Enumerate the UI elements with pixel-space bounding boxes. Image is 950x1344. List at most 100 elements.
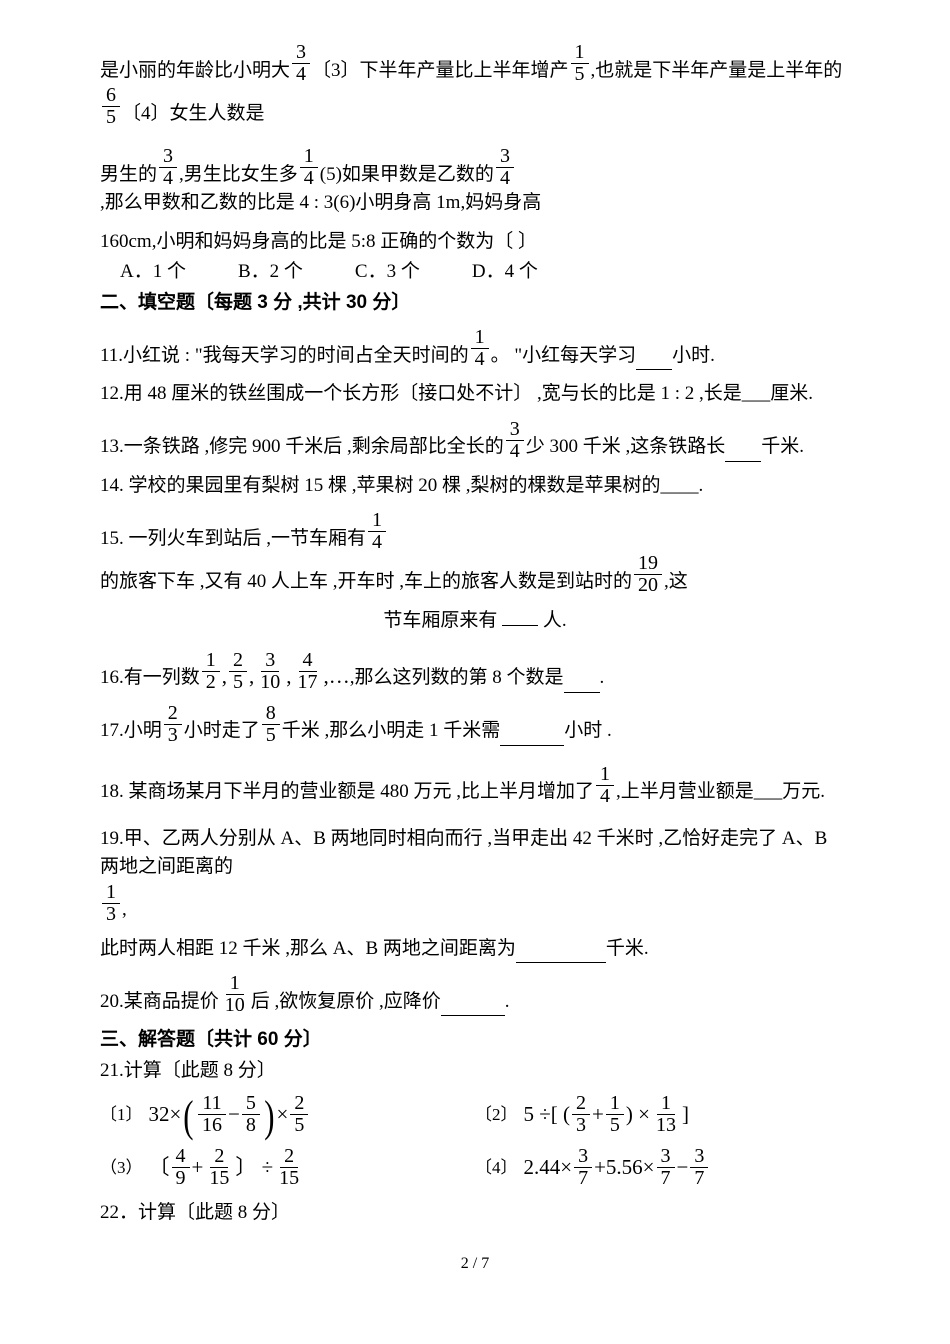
text: 11.小红说 : "我每天学习的时间占全天时间的 xyxy=(100,342,469,371)
text: 〔 xyxy=(149,1152,170,1184)
text: 千米. xyxy=(761,433,804,462)
text: 160cm,小明和妈妈身高的比是 5:8 正确的个数为〔 〕 xyxy=(100,228,537,257)
label: 〔2〕 xyxy=(475,1102,518,1128)
text: 小时走了 xyxy=(184,717,260,746)
text: 〕 ÷ xyxy=(235,1152,273,1184)
op: − xyxy=(228,1099,240,1131)
text: ,男生比女生多 xyxy=(179,161,298,190)
q14: 14. 学校的果园里有梨树 15 棵 ,苹果树 20 棵 ,梨树的棵数是苹果树的… xyxy=(100,472,850,501)
text: 20.某商品提价 xyxy=(100,988,219,1017)
fraction: 110 xyxy=(221,973,249,1016)
text: 。 "小红每天学习 xyxy=(491,342,637,371)
frag-line-2: 男生的 34 ,男生比女生多 14 (5)如果甲数是乙数的 34 ,那么甲数和乙… xyxy=(100,146,850,218)
fraction: 13 xyxy=(102,882,120,925)
fraction: 65 xyxy=(102,85,120,128)
heading: 二、填空题〔每题 3 分 ,共计 30 分〕 xyxy=(100,289,410,318)
fraction: 37 xyxy=(657,1146,675,1189)
blank xyxy=(564,673,600,693)
text: (5)如果甲数是乙数的 xyxy=(320,161,494,190)
label: （3） xyxy=(100,1155,143,1181)
text: 17.小明 xyxy=(100,717,162,746)
text: 5 ÷[ ( xyxy=(524,1099,571,1131)
fraction: 14 xyxy=(300,146,318,189)
fraction: 417 xyxy=(294,650,322,693)
page: 是小丽的年龄比小明大 34 〔3〕下半年产量比上半年增产 15 ,也就是下半年产… xyxy=(0,0,950,1296)
blank xyxy=(500,726,564,746)
text: . xyxy=(600,664,605,693)
fraction: 34 xyxy=(506,419,524,462)
text: ,那么甲数和乙数的比是 4 : 3(6)小明身高 1m,妈妈身高 xyxy=(100,189,541,218)
text: 小时. xyxy=(672,342,715,371)
text: 是小丽的年龄比小明大 xyxy=(100,57,290,86)
paren-left: ( xyxy=(184,1097,194,1137)
fraction: 14 xyxy=(596,764,614,807)
fraction: 15 xyxy=(571,42,589,85)
fraction: 58 xyxy=(242,1093,260,1136)
op: × xyxy=(277,1099,289,1131)
text: 15. 一列火车到站后 ,一节车厢有 xyxy=(100,525,366,554)
paren-right: ) xyxy=(264,1097,274,1137)
text: 21.计算〔此题 8 分〕 xyxy=(100,1057,276,1086)
text: 2.44× xyxy=(524,1152,573,1184)
text: 少 300 千米 ,这条铁路长 xyxy=(526,433,726,462)
fraction: 37 xyxy=(690,1146,708,1189)
q16: 16.有一列数 12, 25, 310, 417 ,… ,那么这列数的第 8 个… xyxy=(100,650,850,693)
op: − xyxy=(677,1152,689,1184)
fraction: 34 xyxy=(292,42,310,85)
fraction: 1116 xyxy=(198,1093,226,1136)
text: , xyxy=(122,896,127,925)
fraction: 12 xyxy=(202,650,220,693)
q19-line2: 此时两人相距 12 千米 ,那么 A、B 两地之间距离为 千米. xyxy=(100,935,850,964)
text: 小时 . xyxy=(564,717,612,746)
frag-line-3: 160cm,小明和妈妈身高的比是 5:8 正确的个数为〔 〕 xyxy=(100,228,850,257)
fraction: 34 xyxy=(496,146,514,189)
fraction: 15 xyxy=(606,1093,624,1136)
blank xyxy=(441,996,505,1016)
q22: 22．计算〔此题 8 分〕 xyxy=(100,1199,850,1228)
choice-b: B．2 个 xyxy=(238,258,303,287)
fraction: 14 xyxy=(471,327,489,370)
text: ] xyxy=(682,1099,689,1131)
calc-3: （3） 〔 49 + 215 〕 ÷ 215 xyxy=(100,1146,475,1189)
fraction: 1920 xyxy=(634,553,662,596)
text: 男生的 xyxy=(100,161,157,190)
fraction: 49 xyxy=(172,1146,190,1189)
fraction: 37 xyxy=(574,1146,592,1189)
ellipsis: ,… xyxy=(324,661,350,693)
text: . xyxy=(505,988,510,1017)
q17: 17.小明 23 小时走了 85 千米 ,那么小明走 1 千米需 小时 . xyxy=(100,703,850,746)
fraction: 310 xyxy=(256,650,284,693)
heading: 三、解答题〔共计 60 分〕 xyxy=(100,1026,322,1055)
text: 13.一条铁路 ,修完 900 千米后 ,剩余局部比全长的 xyxy=(100,433,504,462)
blank xyxy=(725,442,761,462)
q18: 18. 某商场某月下半月的营业额是 480 万元 ,比上半月增加了 14 ,上半… xyxy=(100,764,850,807)
fraction: 34 xyxy=(159,146,177,189)
text: 〔4〕女生人数是 xyxy=(122,100,265,129)
frag-line-1: 是小丽的年龄比小明大 34 〔3〕下半年产量比上半年增产 15 ,也就是下半年产… xyxy=(100,42,850,128)
blank xyxy=(502,606,538,626)
text: 〔3〕下半年产量比上半年增产 xyxy=(312,57,569,86)
text: 千米 ,那么小明走 1 千米需 xyxy=(282,717,501,746)
choice-a: A．1 个 xyxy=(120,258,186,287)
text: 节车厢原来有 xyxy=(383,607,497,636)
text: 19.甲、乙两人分别从 A、B 两地同时相向而行 ,当甲走出 42 千米时 ,乙… xyxy=(100,825,850,882)
text: +5.56× xyxy=(594,1152,654,1184)
q11: 11.小红说 : "我每天学习的时间占全天时间的 14 。 "小红每天学习 小时… xyxy=(100,327,850,370)
q19-line1: 19.甲、乙两人分别从 A、B 两地同时相向而行 ,当甲走出 42 千米时 ,乙… xyxy=(100,825,850,925)
choice-c: C．3 个 xyxy=(355,258,420,287)
op: + xyxy=(592,1099,604,1131)
text: 后 ,欲恢复原价 ,应降价 xyxy=(251,988,441,1017)
choice-row: A．1 个 B．2 个 C．3 个 D．4 个 xyxy=(100,258,850,287)
fraction: 23 xyxy=(164,703,182,746)
fraction: 85 xyxy=(262,703,280,746)
q15-line2: 节车厢原来有 人. xyxy=(100,606,850,636)
text: 的旅客下车 ,又有 40 人上车 ,开车时 ,车上的旅客人数是到站时的 xyxy=(100,568,632,597)
text: 22．计算〔此题 8 分〕 xyxy=(100,1199,290,1228)
label: 〔4〕 xyxy=(475,1155,518,1181)
text: ,这 xyxy=(664,568,688,597)
text: ) × xyxy=(626,1099,650,1131)
fraction: 25 xyxy=(290,1093,308,1136)
text: 人. xyxy=(543,607,567,636)
text: 18. 某商场某月下半月的营业额是 480 万元 ,比上半月增加了 xyxy=(100,778,594,807)
text: 14. 学校的果园里有梨树 15 棵 ,苹果树 20 棵 ,梨树的棵数是苹果树的… xyxy=(100,472,703,501)
